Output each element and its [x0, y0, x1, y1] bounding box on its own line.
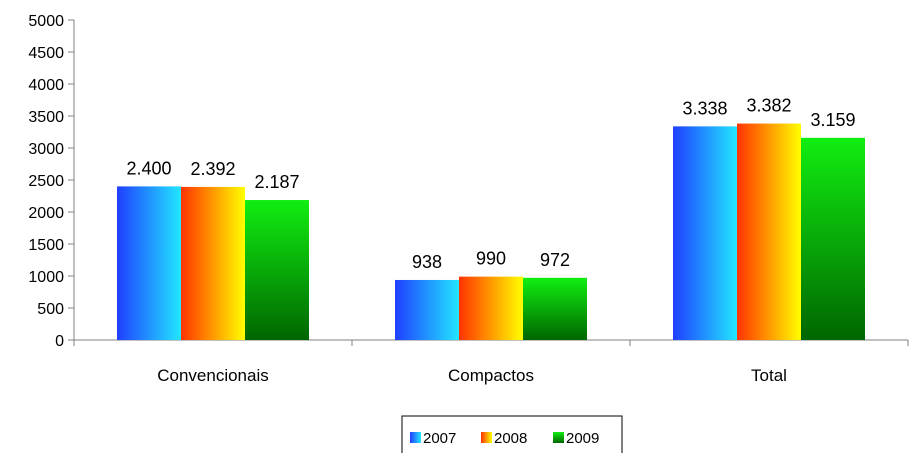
bar-2008-compactos	[459, 276, 523, 340]
data-labels: 2.400 938 3.338 2.392 990 3.382 2.187 972 3.159	[126, 96, 855, 272]
data-label: 972	[540, 250, 570, 270]
bar-2007-compactos	[395, 279, 459, 340]
legend-box	[401, 415, 623, 453]
bar-2008-convencionais	[181, 186, 245, 340]
bar-2009-convencionais	[245, 200, 309, 340]
y-tick-label: 0	[55, 333, 64, 350]
data-label: 3.159	[810, 110, 855, 130]
legend-label: 2009	[566, 430, 599, 447]
bar-2007-convencionais	[117, 186, 181, 340]
y-tick-label: 5000	[28, 13, 64, 30]
data-label: 2.187	[254, 172, 299, 192]
y-tick-label: 3000	[28, 141, 64, 158]
y-tick-label: 4500	[28, 45, 64, 62]
y-tick-label: 4000	[28, 77, 64, 94]
legend-label: 2007	[423, 430, 456, 447]
x-axis: Convencionais Compactos Total	[73, 339, 909, 385]
legend-swatch-2009	[553, 432, 564, 443]
y-axis: 0 500 1000 1500 2000 2500 3000 3500 4000 4500 5000	[28, 13, 75, 350]
category-label: Total	[751, 366, 787, 385]
data-label: 2.400	[126, 158, 171, 178]
y-tick-label: 2000	[28, 205, 64, 222]
data-label: 990	[476, 249, 506, 269]
legend-label: 2008	[494, 430, 527, 447]
bar-2009-total	[801, 137, 865, 340]
y-tick-label: 2500	[28, 173, 64, 190]
legend-swatch-2007	[410, 432, 421, 443]
data-label: 938	[412, 252, 442, 272]
y-tick-label: 3500	[28, 109, 64, 126]
category-label: Compactos	[448, 366, 534, 385]
y-tick-label: 1500	[28, 237, 64, 254]
bar-2009-compactos	[523, 277, 587, 340]
bar-2007-total	[673, 126, 737, 340]
y-tick-label: 1000	[28, 269, 64, 286]
category-label: Convencionais	[157, 366, 269, 385]
data-label: 3.382	[746, 96, 791, 116]
data-label: 2.392	[190, 159, 235, 179]
y-tick-label: 500	[37, 301, 64, 318]
bars	[117, 123, 865, 340]
legend: 2007 2008 2009	[401, 415, 623, 453]
data-label: 3.338	[682, 98, 727, 118]
bar-2008-total	[737, 123, 801, 340]
legend-swatch-2008	[481, 432, 492, 443]
